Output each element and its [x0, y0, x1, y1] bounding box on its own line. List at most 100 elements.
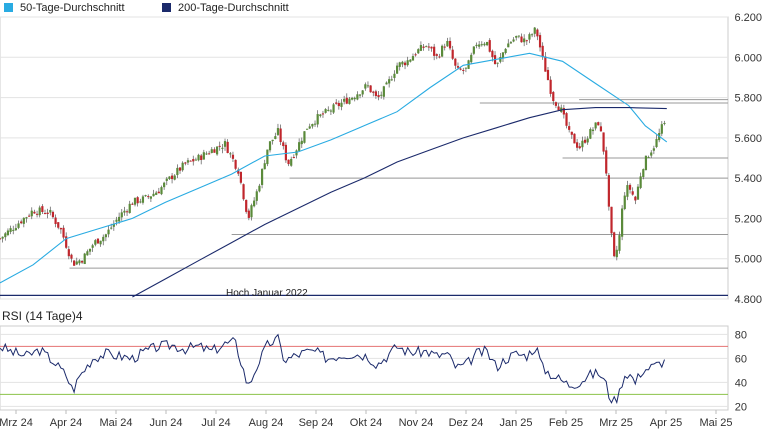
- candle-up: [160, 187, 163, 195]
- candle-down: [65, 236, 68, 248]
- candle-down: [599, 126, 603, 132]
- price-tick-label: 6.000: [734, 52, 762, 64]
- candle-up: [390, 79, 393, 81]
- x-tick-label: Mai 24: [99, 417, 132, 429]
- candle-up: [533, 27, 536, 34]
- candle-down: [184, 162, 187, 164]
- candle-up: [197, 154, 200, 161]
- candle-down: [28, 215, 31, 217]
- candle-down: [546, 69, 550, 81]
- candle-up: [210, 149, 213, 153]
- candle-down: [67, 249, 70, 257]
- candle-up: [626, 185, 629, 197]
- candle-up: [324, 109, 327, 113]
- candle-up: [4, 233, 7, 238]
- candle-down: [131, 203, 134, 205]
- candle-down: [422, 46, 425, 48]
- candle-down: [576, 142, 579, 148]
- candle-up: [343, 98, 346, 102]
- candle-up: [141, 196, 145, 203]
- candle-up: [464, 67, 468, 69]
- candle-up: [380, 94, 383, 96]
- price-tick-label: 5.200: [734, 213, 762, 225]
- candle-down: [369, 85, 372, 93]
- candle-up: [316, 114, 319, 125]
- candle-up: [517, 35, 520, 37]
- candle-up: [440, 45, 444, 57]
- candle-down: [583, 139, 587, 143]
- candle-up: [586, 138, 589, 143]
- candle-down: [427, 46, 430, 48]
- candle-up: [615, 249, 618, 258]
- candle-up: [388, 79, 391, 84]
- candle-down: [448, 40, 452, 49]
- candle-down: [554, 102, 558, 106]
- candle-up: [305, 128, 309, 130]
- candle-up: [99, 240, 102, 245]
- candle-up: [194, 159, 197, 161]
- candle-up: [446, 40, 449, 47]
- candle-up: [366, 85, 370, 87]
- candle-up: [6, 230, 10, 236]
- candle-down: [170, 175, 174, 180]
- candle-down: [345, 97, 348, 104]
- candle-up: [509, 42, 513, 44]
- rsi-y-axis: 20 40 60 80: [735, 329, 747, 413]
- candle-up: [401, 61, 404, 65]
- rsi-line: [0, 333, 665, 405]
- candle-up: [181, 162, 184, 171]
- candle-up: [364, 84, 367, 89]
- candle-up: [350, 97, 354, 100]
- candle-down: [568, 126, 571, 130]
- candle-down: [557, 106, 560, 111]
- candle-down: [231, 154, 235, 159]
- candle-down: [46, 212, 49, 214]
- candle-down: [70, 254, 73, 259]
- candle-up: [472, 46, 475, 54]
- candle-down: [226, 141, 229, 154]
- candle-down: [33, 211, 36, 214]
- candle-down: [247, 210, 250, 218]
- candle-up: [102, 236, 105, 242]
- candle-up: [263, 163, 266, 170]
- candle-up: [128, 203, 131, 213]
- candle-up: [9, 228, 12, 232]
- moving-averages: [0, 52, 668, 298]
- candle-down: [239, 171, 243, 183]
- candle-down: [536, 29, 539, 37]
- candle-up: [478, 44, 481, 47]
- candle-up: [260, 169, 264, 185]
- candle-down: [136, 197, 139, 204]
- x-tick-label: Feb 25: [549, 417, 583, 429]
- candle-down: [541, 45, 544, 57]
- candle-up: [327, 109, 330, 111]
- candle-down: [573, 133, 576, 144]
- rsi-tick-label: 60: [735, 353, 747, 365]
- x-tick-label: Jul 24: [201, 417, 230, 429]
- candle-down: [607, 175, 610, 207]
- candle-down: [62, 227, 65, 238]
- x-tick-label: Mrz 25: [599, 417, 633, 429]
- rsi-tick-label: 80: [735, 329, 747, 341]
- candle-up: [409, 59, 412, 62]
- candle-down: [51, 211, 55, 218]
- candle-up: [639, 176, 642, 188]
- candle-up: [298, 142, 301, 151]
- candle-down: [43, 213, 47, 215]
- legend-label-200: 200-Tage-Durchschnitt: [178, 2, 289, 14]
- candle-up: [94, 240, 97, 245]
- price-tick-label: 5.400: [734, 173, 762, 185]
- candle-up: [49, 209, 52, 213]
- candle-down: [234, 159, 237, 169]
- candle-up: [176, 167, 179, 176]
- candle-down: [192, 159, 195, 162]
- price-panel: 4.800 5.000 5.200 5.400 5.600 5.800 6.000 6.200…: [0, 12, 762, 306]
- candle-up: [104, 234, 107, 238]
- candle-up: [118, 216, 121, 222]
- legend-swatch-50: [4, 3, 13, 12]
- candle-up: [12, 229, 15, 231]
- candle-down: [634, 196, 637, 201]
- candle-up: [475, 44, 478, 47]
- candle-down: [451, 49, 454, 59]
- candle-down: [337, 102, 340, 107]
